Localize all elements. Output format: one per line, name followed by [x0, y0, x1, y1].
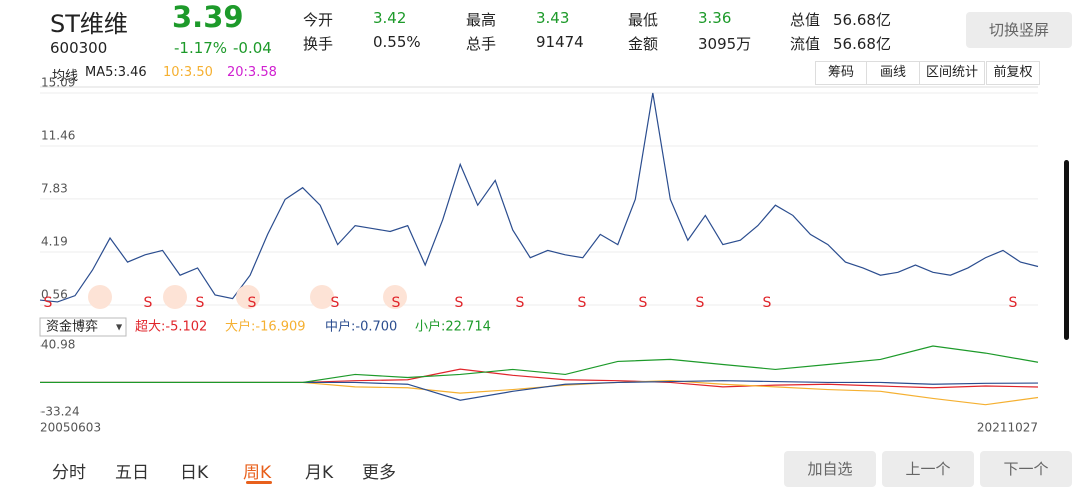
scrollbar [1064, 160, 1069, 340]
stat-value: 3095万 [698, 35, 752, 53]
y-tick-label: 15.09 [41, 76, 75, 90]
stat-value: 0.55% [373, 33, 421, 51]
ma-label: 均线 [52, 69, 79, 84]
tab[interactable]: 周K [243, 463, 272, 483]
y-tick-label: 7.83 [41, 181, 68, 195]
signal-icon [236, 285, 260, 309]
stat-value: 3.36 [698, 9, 732, 27]
selector-caret: ▼ [116, 323, 123, 332]
x-start: 20050603 [40, 421, 101, 435]
signal-icon [163, 285, 187, 309]
signal-icon [88, 285, 112, 309]
selector[interactable]: 资金博弈 [46, 319, 98, 335]
stat-label: 流值 [790, 35, 821, 53]
legend-entry: 中户:-0.700 [325, 319, 397, 335]
y-tick-label: 11.46 [41, 128, 75, 142]
code: 600300 [50, 39, 108, 57]
signal-label: S [455, 295, 464, 311]
tool-button[interactable]: 筹码 [815, 61, 867, 85]
signal-label: S [248, 295, 257, 311]
signal-label: S [516, 295, 525, 311]
charts: 0.56 4.19 7.83 11.46 15.09 S S S S S S S S S S S S S 资金博弈 ▼… [39, 76, 1069, 435]
tool-button[interactable]: 前复权 [986, 61, 1040, 85]
price-line [39, 92, 1039, 303]
action-button[interactable]: 加自选 [784, 451, 876, 487]
toggle-button[interactable]: 切换竖屏 [966, 12, 1072, 48]
ma20: 20:3.58 [227, 65, 277, 80]
action-button[interactable]: 下一个 [980, 451, 1072, 487]
change-pct: -1.17% [174, 39, 228, 57]
tool-button[interactable]: 画线 [866, 61, 920, 85]
stat-label: 金额 [628, 35, 659, 53]
selector-box[interactable] [39, 317, 127, 337]
flow-line [40, 380, 1039, 401]
legend-entry: 超大:-5.102 [135, 320, 207, 335]
signal-label: S [196, 295, 205, 311]
signal-label: S [696, 295, 705, 311]
flow-line [40, 380, 1039, 406]
y-tick-label: -33.24 [41, 405, 80, 419]
price: 3.39 [172, 0, 244, 34]
stat-label: 今开 [303, 11, 334, 29]
signal-label: S [639, 295, 648, 311]
signal-label: S [1009, 295, 1018, 311]
signal-icon [310, 285, 334, 309]
legend-entry: 小户:22.714 [415, 319, 491, 335]
flow-line [40, 345, 1039, 384]
tab[interactable]: 更多 [362, 463, 396, 483]
signal-label: S [578, 295, 587, 311]
tab[interactable]: 月K [305, 463, 334, 483]
change: -0.04 [233, 39, 272, 57]
stat-value: 3.43 [536, 9, 570, 27]
x-end: 20211027 [977, 421, 1038, 435]
stat-value: 91474 [536, 33, 584, 51]
ma10: 10:3.50 [163, 65, 213, 80]
y-tick-label: 0.56 [41, 288, 68, 302]
tool-button[interactable]: 区间统计 [919, 61, 985, 85]
stat-label: 总值 [790, 11, 821, 29]
signal-label: S [392, 295, 401, 311]
action-button[interactable]: 上一个 [882, 451, 974, 487]
tab-underline [246, 481, 272, 484]
stat-label: 换手 [303, 35, 334, 53]
signal-label: S [763, 295, 772, 311]
signal-icon [383, 285, 407, 309]
signal-label: S [144, 295, 153, 311]
stat-value: 56.68亿 [833, 11, 891, 29]
stat-label: 总手 [466, 35, 497, 53]
signal-label: S [331, 295, 340, 311]
ma5: MA5:3.46 [85, 65, 147, 80]
y-tick-label: 40.98 [41, 338, 75, 352]
signal-label: S [44, 295, 53, 311]
tab[interactable]: 五日 [115, 463, 149, 483]
stat-value: 56.68亿 [833, 35, 891, 53]
stat-label: 最高 [466, 11, 497, 29]
tab[interactable]: 分时 [52, 463, 86, 483]
tab[interactable]: 日K [180, 463, 209, 483]
stat-label: 最低 [628, 11, 659, 29]
stock-name: ST维维 [50, 10, 128, 38]
stat-value: 3.42 [373, 9, 407, 27]
legend-entry: 大户:-16.909 [225, 319, 306, 335]
y-tick-label: 4.19 [41, 235, 68, 249]
